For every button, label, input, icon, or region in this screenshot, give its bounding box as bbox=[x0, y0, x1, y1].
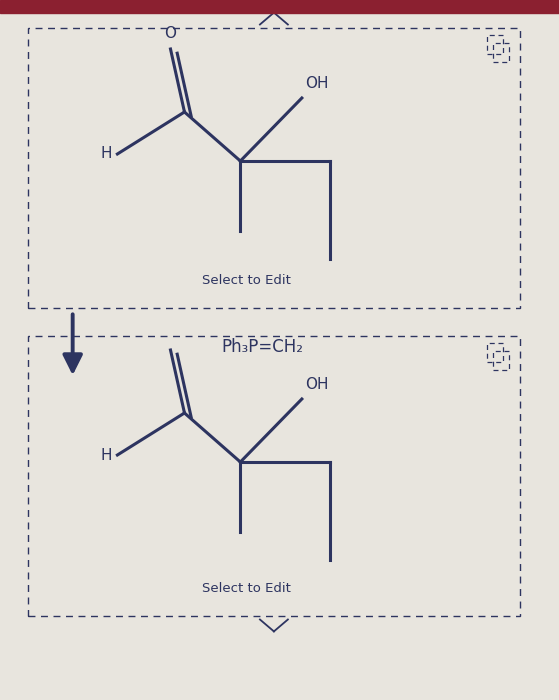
Text: H: H bbox=[100, 146, 112, 162]
Text: Select to Edit: Select to Edit bbox=[202, 582, 290, 595]
Text: Ph₃P=CH₂: Ph₃P=CH₂ bbox=[222, 337, 304, 356]
Text: OH: OH bbox=[305, 76, 328, 91]
Text: O: O bbox=[164, 26, 177, 41]
Text: OH: OH bbox=[305, 377, 328, 392]
Text: H: H bbox=[100, 447, 112, 463]
Text: Select to Edit: Select to Edit bbox=[202, 274, 290, 287]
Bar bbox=[0, 0, 559, 13]
